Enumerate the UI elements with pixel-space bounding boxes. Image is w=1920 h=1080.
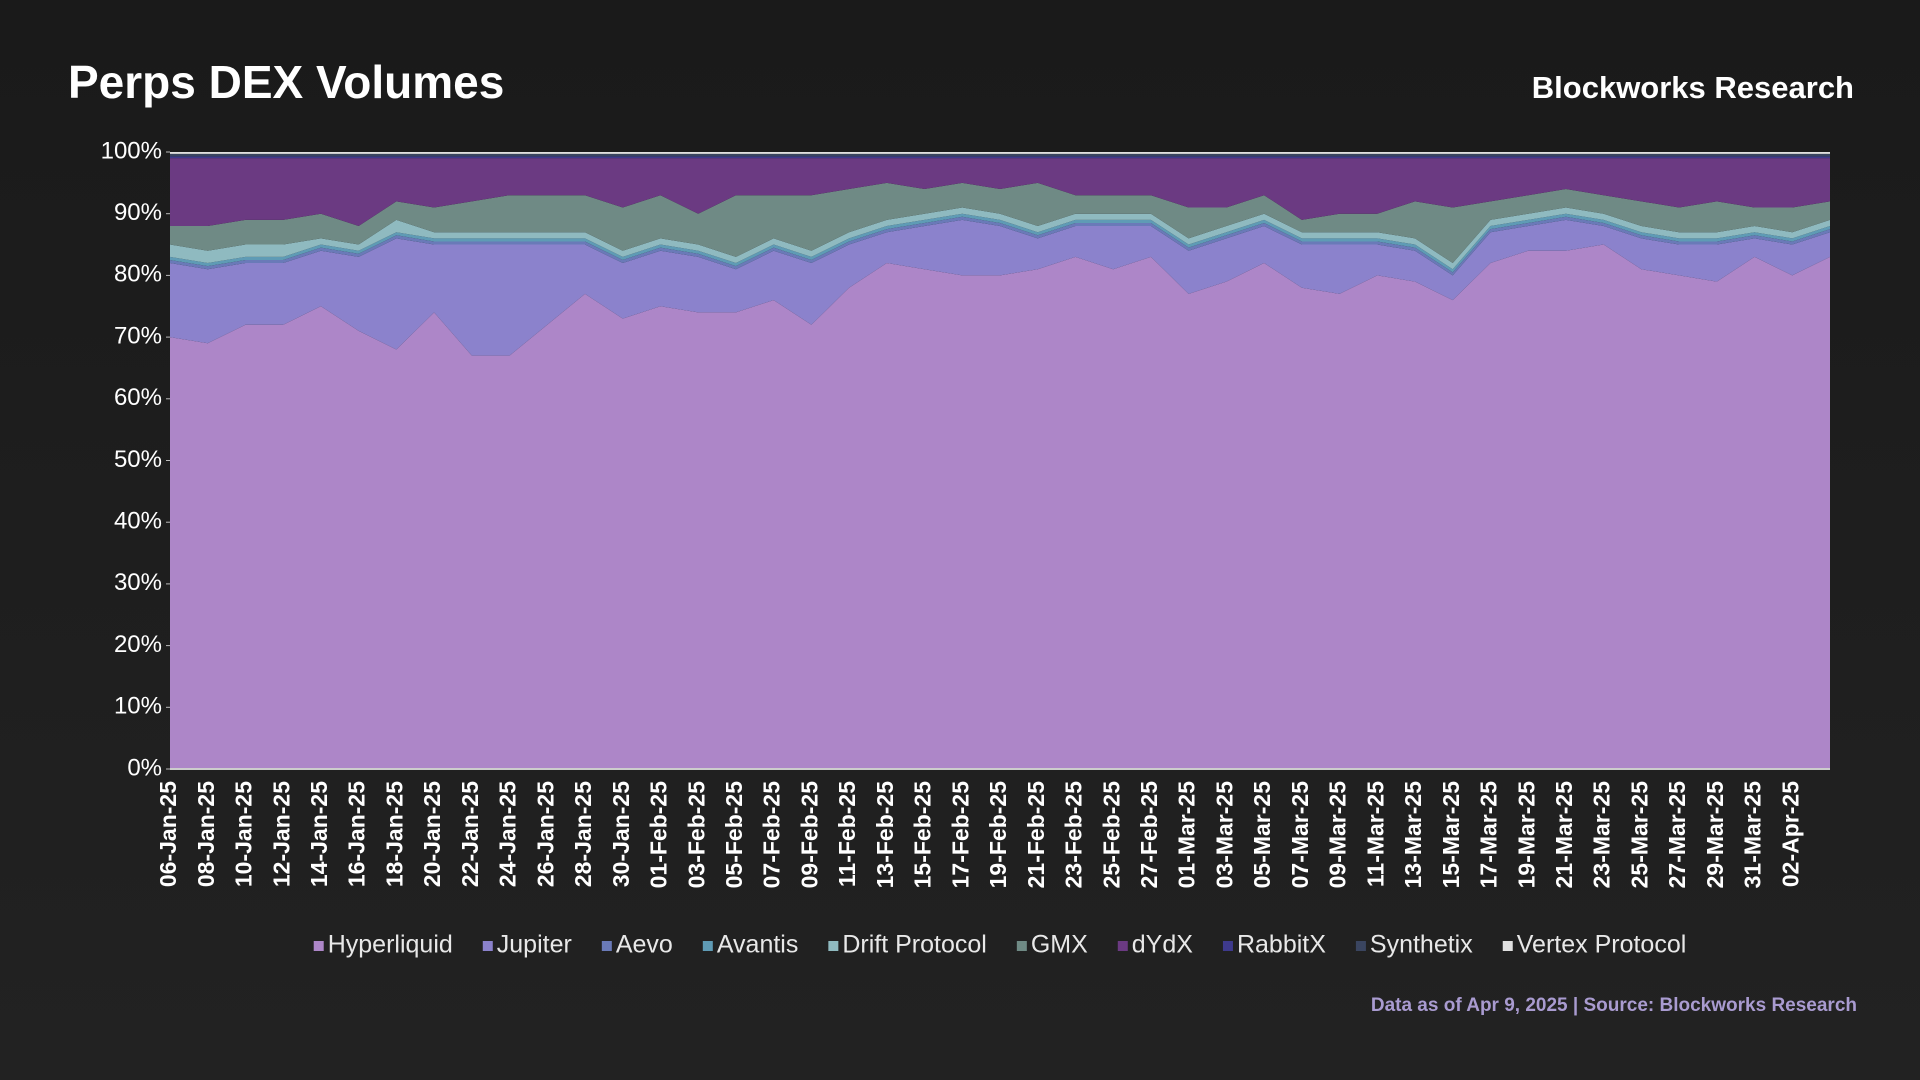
y-tick-label: 100%	[101, 137, 162, 164]
y-tick-label: 90%	[114, 199, 162, 226]
x-tick-label: 02-Apr-25	[1777, 781, 1803, 887]
x-tick-label: 09-Mar-25	[1325, 781, 1351, 889]
area	[170, 152, 1830, 154]
area	[170, 156, 1830, 159]
x-tick-label: 14-Jan-25	[306, 781, 332, 887]
x-tick-label: 21-Feb-25	[1023, 781, 1049, 889]
x-tick-label: 23-Mar-25	[1589, 781, 1615, 889]
x-tick-label: 05-Mar-25	[1249, 781, 1275, 889]
legend-swatch	[1222, 941, 1233, 951]
x-tick-label: 01-Mar-25	[1174, 781, 1200, 889]
area	[170, 158, 1830, 227]
x-tick-label: 19-Mar-25	[1513, 781, 1539, 889]
x-tick-label: 28-Jan-25	[570, 781, 596, 887]
x-tick-label: 13-Mar-25	[1400, 781, 1426, 889]
legend: Hyperliquid Jupiter Aevo Avantis Drift Proto…	[313, 931, 1687, 959]
area	[170, 219, 1830, 356]
legend-swatch	[1016, 941, 1027, 951]
legend-swatch	[828, 941, 839, 951]
x-tick-label: 06-Jan-25	[155, 781, 181, 887]
x-tick-label: 20-Jan-25	[419, 781, 445, 887]
x-tick-label: 25-Feb-25	[1098, 781, 1124, 889]
chart-title: Perps DEX Volumes	[68, 56, 504, 108]
legend-label: GMX	[1031, 931, 1088, 959]
legend-swatch	[702, 941, 713, 951]
x-tick-label: 11-Feb-25	[834, 781, 860, 887]
x-tick-label: 09-Feb-25	[796, 781, 822, 889]
legend-label: dYdX	[1132, 931, 1193, 959]
x-tick-label: 25-Mar-25	[1626, 781, 1652, 889]
x-tick-label: 05-Feb-25	[721, 781, 747, 889]
x-tick-label: 21-Mar-25	[1551, 781, 1577, 889]
x-tick-label: 16-Jan-25	[344, 781, 370, 887]
x-tick-label: 17-Feb-25	[947, 781, 973, 889]
legend-label: Aevo	[616, 931, 673, 959]
legend-label: Avantis	[717, 931, 799, 959]
legend-label: Vertex Protocol	[1517, 931, 1687, 959]
x-tick-label: 15-Feb-25	[910, 781, 936, 889]
x-tick-label: 03-Mar-25	[1211, 781, 1237, 889]
x-tick-label: 23-Feb-25	[1061, 781, 1087, 889]
legend-label: RabbitX	[1237, 931, 1326, 959]
area	[170, 207, 1830, 270]
x-tick-label: 08-Jan-25	[193, 781, 219, 887]
x-tick-label: 01-Feb-25	[646, 781, 672, 889]
area	[170, 244, 1830, 770]
area	[170, 153, 1830, 157]
x-tick-label: 31-Mar-25	[1740, 781, 1766, 889]
y-tick-label: 30%	[114, 569, 162, 596]
x-tick-label: 22-Jan-25	[457, 781, 483, 887]
x-tick-label: 07-Feb-25	[759, 781, 785, 889]
x-tick-label: 30-Jan-25	[608, 781, 634, 887]
x-tick-label: 19-Feb-25	[985, 781, 1011, 889]
brand: Blockworks Research	[1532, 70, 1854, 105]
x-tick-label: 29-Mar-25	[1702, 781, 1728, 889]
x-tick-label: 15-Mar-25	[1438, 781, 1464, 889]
legend-label: Jupiter	[497, 931, 572, 959]
legend-swatch	[1355, 941, 1366, 951]
legend-label: Hyperliquid	[328, 931, 453, 959]
x-tick-label: 03-Feb-25	[683, 781, 709, 889]
x-tick-label: 10-Jan-25	[231, 781, 257, 887]
y-tick-label: 20%	[114, 631, 162, 658]
x-tick-label: 27-Mar-25	[1664, 781, 1690, 889]
x-tick-label: 27-Feb-25	[1136, 781, 1162, 889]
y-tick-label: 50%	[114, 446, 162, 473]
x-tick-label: 18-Jan-25	[381, 781, 407, 887]
y-tick-label: 60%	[114, 384, 162, 411]
legend-label: Drift Protocol	[842, 931, 986, 959]
y-tick-label: 80%	[114, 261, 162, 288]
y-tick-label: 10%	[114, 693, 162, 720]
x-tick-label: 17-Mar-25	[1476, 781, 1502, 889]
x-tick-label: 11-Mar-25	[1362, 781, 1388, 887]
y-tick-label: 0%	[127, 754, 162, 781]
legend-swatch	[601, 941, 612, 951]
x-tick-label: 07-Mar-25	[1287, 781, 1313, 889]
area	[170, 182, 1830, 264]
x-tick-label: 12-Jan-25	[268, 781, 294, 887]
y-tick-label: 70%	[114, 322, 162, 349]
x-tick-label: 24-Jan-25	[495, 781, 521, 887]
legend-swatch	[313, 941, 324, 951]
legend-swatch	[482, 941, 493, 951]
legend-swatch	[1502, 941, 1513, 951]
footnote: Data as of Apr 9, 2025 | Source: Blockwo…	[1371, 995, 1857, 1016]
legend-label: Synthetix	[1370, 931, 1473, 959]
y-tick-label: 40%	[114, 508, 162, 535]
x-tick-label: 26-Jan-25	[532, 781, 558, 887]
legend-swatch	[1117, 941, 1128, 951]
x-tick-label: 13-Feb-25	[872, 781, 898, 889]
